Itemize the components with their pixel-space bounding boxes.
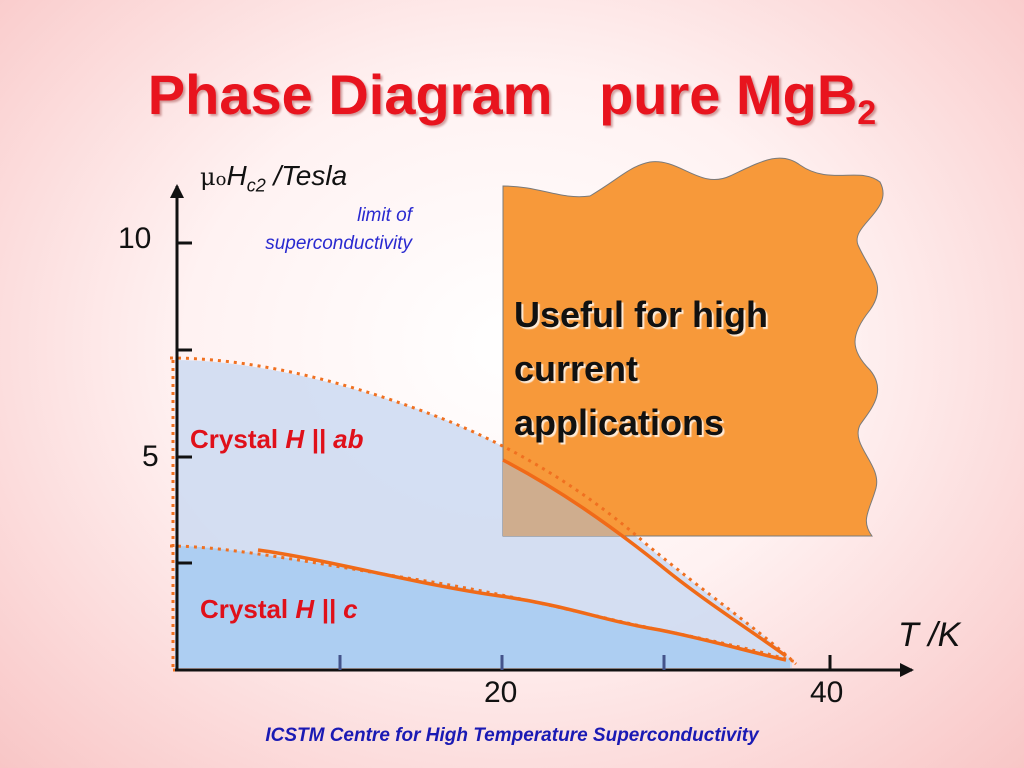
ab-solid-curve bbox=[502, 458, 788, 658]
limit-of-superconductivity-note: limit of superconductivity bbox=[265, 205, 412, 254]
slide-title: Phase Diagram pure MgB2 bbox=[147, 63, 877, 132]
region-h-parallel-c bbox=[175, 546, 790, 668]
ab-upper-dotted-boundary bbox=[169, 356, 798, 666]
high-current-callout-box bbox=[502, 157, 884, 537]
high-current-applications-text: Useful for high current applications bbox=[514, 294, 768, 443]
x-axis-label: T /K bbox=[898, 616, 961, 654]
x-tick-label-40: 40 bbox=[810, 676, 844, 709]
y-tick-label-10: 10 bbox=[118, 222, 152, 255]
crystal-h-ab-label: Crystal H || ab bbox=[190, 424, 364, 454]
y-tick-label-5: 5 bbox=[142, 440, 159, 473]
y-axis-label: μoHc2 /Tesla bbox=[200, 160, 348, 196]
crystal-h-c-label: Crystal H || c bbox=[200, 594, 358, 624]
callout-overlap-region bbox=[503, 460, 620, 536]
footer-credit: ICSTM Centre for High Temperature Superc… bbox=[265, 725, 759, 746]
x-tick-label-20: 20 bbox=[484, 676, 518, 709]
c-solid-curve bbox=[257, 548, 787, 662]
title-subscript: 2 bbox=[857, 94, 877, 132]
